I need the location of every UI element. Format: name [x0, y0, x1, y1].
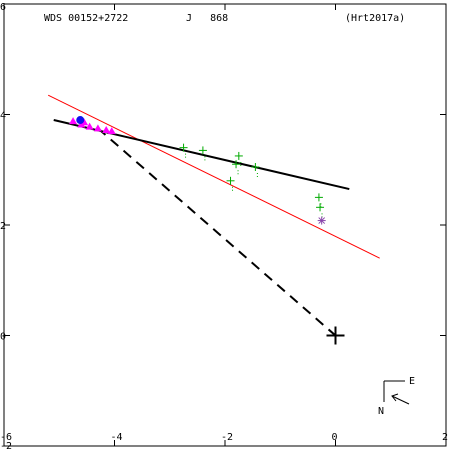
triangle-mark	[93, 124, 102, 132]
plus-mark	[251, 162, 260, 177]
compass-rose: E N	[378, 376, 415, 417]
motion-arrow-head	[391, 393, 399, 402]
header-wds-id: WDS 00152+2722	[44, 13, 128, 24]
triangle-mark	[102, 125, 111, 133]
header-reference: (Hrt2017a)	[345, 13, 405, 24]
triangle-mark	[107, 127, 116, 135]
motion-arrow-shaft	[391, 395, 410, 405]
plus-mark	[179, 143, 188, 158]
x-tick-label: 0	[332, 432, 338, 443]
plus-mark	[226, 176, 235, 191]
asterisk-d2	[318, 217, 326, 224]
y-tick-label: -2	[0, 441, 12, 450]
header-discoverer: J 868	[186, 13, 228, 24]
dashed-periastron-line	[97, 127, 337, 337]
plus-mark	[234, 151, 243, 166]
asterisk-mark	[317, 216, 326, 225]
x-tick-label: -2	[221, 432, 233, 443]
orbit-fit-line	[53, 119, 350, 191]
plus-mark	[314, 193, 323, 208]
circle-mark	[76, 116, 85, 125]
y-tick-label: 2	[0, 221, 6, 232]
y-tick-label: 0	[0, 332, 6, 343]
compass-east-label: E	[409, 376, 415, 387]
fit-lines	[47, 94, 380, 337]
plus-mark	[198, 146, 207, 161]
x-tick-label: 2	[442, 432, 448, 443]
compass-north-label: N	[378, 406, 384, 417]
y-tick-label: 4	[0, 111, 6, 122]
triangle-mark	[85, 122, 94, 130]
x-tick-label: -6	[0, 432, 12, 443]
x-tick-label: -4	[111, 432, 123, 443]
reference-line	[47, 94, 380, 259]
observation-marks	[69, 116, 326, 225]
triangle-mark	[69, 117, 78, 125]
y-tick-label: 6	[0, 2, 6, 13]
primary-star-marker	[326, 326, 345, 345]
plus-mark	[232, 160, 241, 175]
